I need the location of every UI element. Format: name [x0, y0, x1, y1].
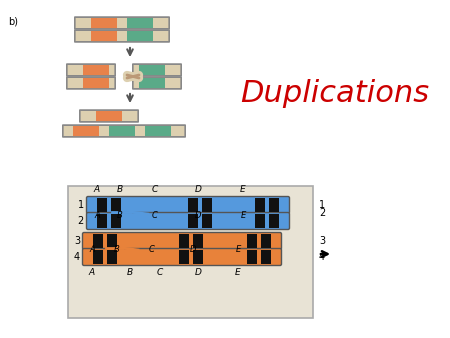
FancyBboxPatch shape: [75, 17, 169, 29]
Text: C: C: [149, 244, 155, 254]
Text: 2: 2: [78, 216, 84, 226]
Bar: [188, 198, 198, 212]
Bar: [247, 250, 257, 264]
FancyBboxPatch shape: [75, 30, 169, 42]
FancyBboxPatch shape: [68, 186, 313, 318]
Bar: [179, 250, 189, 264]
Bar: [202, 214, 212, 228]
Bar: [145, 125, 171, 137]
Bar: [247, 234, 257, 248]
Text: B: B: [117, 185, 123, 194]
Text: A: A: [94, 185, 100, 194]
Bar: [139, 77, 165, 89]
Bar: [83, 77, 109, 89]
Bar: [107, 250, 117, 264]
Bar: [97, 214, 107, 228]
Bar: [139, 65, 165, 75]
Text: E: E: [235, 268, 241, 277]
Bar: [127, 18, 153, 28]
Bar: [93, 234, 103, 248]
FancyBboxPatch shape: [82, 248, 282, 266]
FancyBboxPatch shape: [86, 213, 289, 230]
Bar: [261, 250, 271, 264]
Bar: [83, 65, 109, 75]
Bar: [96, 111, 122, 121]
FancyBboxPatch shape: [86, 196, 289, 214]
FancyBboxPatch shape: [82, 233, 282, 249]
Bar: [202, 198, 212, 212]
Bar: [111, 214, 121, 228]
FancyBboxPatch shape: [133, 77, 181, 89]
Text: D: D: [190, 244, 196, 254]
Text: 1: 1: [319, 200, 325, 210]
Text: 4: 4: [74, 252, 80, 262]
Text: E: E: [240, 211, 246, 219]
FancyBboxPatch shape: [63, 125, 185, 137]
Text: C: C: [157, 268, 163, 277]
Bar: [107, 234, 117, 248]
Text: C: C: [152, 185, 158, 194]
Bar: [93, 250, 103, 264]
Text: 2: 2: [319, 208, 325, 218]
Text: B: B: [117, 211, 123, 219]
Bar: [255, 214, 265, 228]
Text: E: E: [240, 185, 246, 194]
Bar: [255, 198, 265, 212]
Bar: [111, 198, 121, 212]
Bar: [193, 234, 203, 248]
Text: B: B: [127, 268, 133, 277]
FancyBboxPatch shape: [67, 77, 115, 89]
Bar: [193, 250, 203, 264]
Bar: [269, 198, 279, 212]
Bar: [179, 234, 189, 248]
Bar: [188, 214, 198, 228]
Text: D: D: [195, 211, 201, 219]
Bar: [91, 18, 117, 28]
Text: 4: 4: [319, 252, 325, 262]
FancyBboxPatch shape: [80, 110, 138, 122]
FancyBboxPatch shape: [67, 64, 115, 76]
Text: D: D: [194, 185, 202, 194]
Text: A: A: [89, 268, 95, 277]
Text: Duplications: Duplications: [240, 78, 430, 107]
Bar: [97, 198, 107, 212]
Text: C: C: [152, 211, 158, 219]
Text: b): b): [8, 16, 18, 26]
Text: D: D: [194, 268, 202, 277]
Bar: [73, 125, 99, 137]
Bar: [91, 30, 117, 42]
Text: E: E: [235, 244, 241, 254]
Bar: [127, 30, 153, 42]
FancyBboxPatch shape: [133, 64, 181, 76]
Text: A: A: [94, 211, 100, 219]
Text: B: B: [114, 244, 120, 254]
Text: 3: 3: [319, 236, 325, 246]
Text: A: A: [89, 244, 95, 254]
Bar: [109, 125, 135, 137]
Bar: [261, 234, 271, 248]
Text: 3: 3: [74, 236, 80, 246]
Text: 1: 1: [78, 200, 84, 210]
Bar: [269, 214, 279, 228]
